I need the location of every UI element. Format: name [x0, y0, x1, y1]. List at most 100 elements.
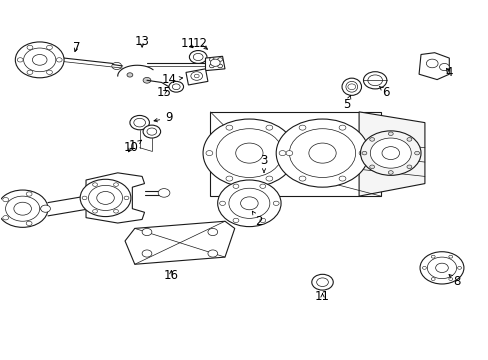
Circle shape [26, 221, 32, 225]
Circle shape [347, 84, 355, 90]
Circle shape [439, 63, 448, 71]
Circle shape [299, 176, 305, 181]
Circle shape [32, 54, 47, 65]
Text: 14: 14 [161, 73, 182, 86]
Circle shape [369, 138, 374, 141]
Circle shape [113, 210, 118, 213]
Circle shape [207, 228, 217, 235]
Circle shape [203, 119, 295, 187]
Circle shape [158, 189, 169, 197]
Text: 3: 3 [260, 154, 267, 172]
Circle shape [427, 257, 456, 279]
Circle shape [233, 218, 239, 222]
Text: 10: 10 [123, 140, 142, 154]
Text: 7: 7 [72, 41, 80, 54]
Circle shape [190, 72, 202, 80]
Circle shape [41, 207, 46, 211]
Circle shape [189, 50, 206, 63]
Circle shape [430, 255, 434, 258]
Circle shape [14, 202, 31, 215]
Circle shape [361, 151, 366, 155]
Circle shape [82, 196, 87, 200]
Ellipse shape [341, 78, 361, 95]
Circle shape [279, 150, 285, 156]
Ellipse shape [345, 81, 357, 92]
Circle shape [113, 183, 118, 186]
Circle shape [369, 165, 374, 168]
Polygon shape [210, 112, 380, 196]
Circle shape [46, 45, 52, 50]
Circle shape [265, 176, 272, 181]
Text: 15: 15 [156, 86, 171, 99]
Polygon shape [86, 173, 144, 223]
Circle shape [406, 165, 411, 168]
Circle shape [259, 218, 265, 222]
Circle shape [430, 278, 434, 280]
Circle shape [448, 255, 452, 258]
Polygon shape [185, 69, 207, 85]
Circle shape [235, 143, 263, 163]
Text: 16: 16 [163, 269, 179, 282]
Text: 5: 5 [343, 95, 350, 111]
Circle shape [92, 210, 97, 213]
Circle shape [406, 138, 411, 141]
Circle shape [457, 266, 461, 269]
Circle shape [216, 129, 282, 177]
Text: 12: 12 [193, 37, 208, 50]
Polygon shape [358, 112, 424, 196]
Circle shape [142, 228, 152, 235]
Circle shape [27, 70, 33, 75]
Circle shape [112, 62, 122, 69]
Circle shape [435, 263, 447, 273]
Circle shape [358, 150, 365, 156]
Circle shape [299, 125, 305, 130]
Circle shape [172, 84, 180, 90]
Circle shape [147, 128, 157, 135]
Circle shape [448, 278, 452, 280]
Circle shape [46, 70, 52, 75]
Circle shape [97, 192, 114, 204]
Circle shape [23, 48, 56, 72]
Circle shape [210, 59, 220, 66]
Circle shape [88, 185, 122, 211]
Circle shape [92, 183, 97, 186]
Circle shape [41, 205, 50, 212]
Text: 13: 13 [134, 35, 149, 49]
Text: 4: 4 [445, 66, 452, 79]
Circle shape [228, 188, 269, 219]
Polygon shape [125, 221, 234, 264]
Text: 11: 11 [181, 37, 196, 50]
Text: 1: 1 [128, 139, 136, 152]
Circle shape [3, 216, 9, 220]
Circle shape [311, 274, 332, 290]
Circle shape [414, 151, 419, 155]
Circle shape [5, 196, 40, 221]
Polygon shape [205, 56, 224, 71]
Text: 8: 8 [448, 275, 459, 288]
Circle shape [369, 138, 410, 168]
Circle shape [27, 45, 33, 50]
Circle shape [143, 125, 160, 138]
Circle shape [124, 196, 129, 200]
Circle shape [308, 143, 335, 163]
Circle shape [80, 179, 131, 217]
Circle shape [225, 176, 232, 181]
Circle shape [217, 58, 222, 61]
Circle shape [209, 58, 214, 61]
Circle shape [209, 64, 214, 68]
Circle shape [130, 116, 149, 130]
Circle shape [127, 73, 133, 77]
Circle shape [285, 150, 292, 156]
Circle shape [289, 129, 355, 177]
Circle shape [15, 42, 64, 78]
Circle shape [194, 74, 199, 78]
Circle shape [426, 59, 437, 68]
Circle shape [316, 278, 328, 287]
Text: 2: 2 [252, 211, 263, 228]
Circle shape [3, 198, 9, 202]
Circle shape [219, 201, 225, 206]
Circle shape [363, 72, 386, 89]
Circle shape [381, 147, 399, 159]
Text: 6: 6 [379, 86, 389, 99]
Text: 9: 9 [154, 112, 172, 125]
